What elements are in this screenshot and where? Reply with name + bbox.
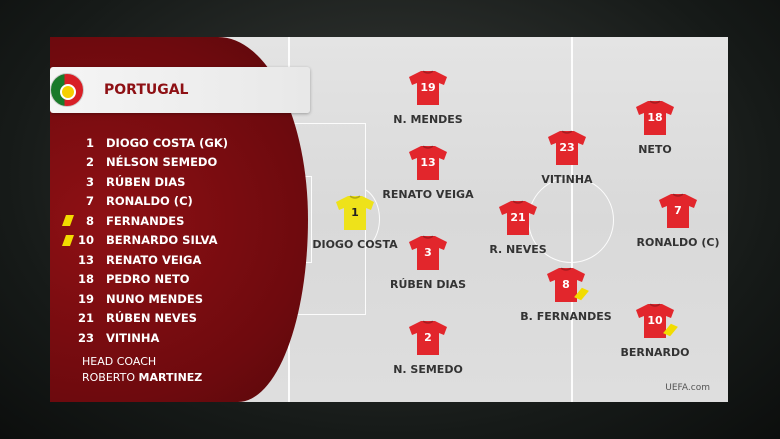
- roster-number: 23: [77, 330, 94, 345]
- shirt-icon: 19: [408, 70, 448, 106]
- player-name: N. SEMEDO: [393, 363, 463, 376]
- shirt-number: 8: [562, 278, 570, 291]
- player-marker: 2 N. SEMEDO: [368, 320, 488, 376]
- roster-item: 8 FERNANDES: [61, 211, 228, 231]
- roster-number: 13: [77, 252, 94, 267]
- player-name: RENATO VEIGA: [382, 188, 474, 201]
- player-name: R. NEVES: [489, 243, 547, 256]
- player-marker: 10 BERNARDO: [595, 303, 715, 359]
- roster-list: 1 DIOGO COSTA (GK) 2 NÉLSON SEMEDO 3 RÚBEN DI…: [61, 133, 228, 348]
- head-coach-label: HEAD COACH: [82, 355, 157, 368]
- portugal-flag-icon: [50, 73, 84, 107]
- roster-name: BERNARDO SILVA: [106, 233, 218, 248]
- roster-item: 2 NÉLSON SEMEDO: [70, 153, 228, 173]
- roster-number: 3: [85, 174, 94, 189]
- shirt-number: 1: [351, 206, 359, 219]
- roster-number: 19: [77, 291, 94, 306]
- player-marker: 23 VITINHA: [507, 130, 627, 186]
- shirt-icon: 8: [546, 267, 589, 303]
- roster-name: VITINHA: [106, 330, 160, 345]
- roster-number: 7: [85, 194, 94, 209]
- player-name: NETO: [638, 143, 672, 156]
- player-marker: 13 RENATO VEIGA: [368, 145, 488, 201]
- roster-item: 23 VITINHA: [70, 328, 228, 348]
- lineup-panel: PORTUGAL 1 DIOGO COSTA (GK) 2 NÉLSON SEMEDO…: [50, 37, 728, 402]
- player-name: VITINHA: [541, 173, 593, 186]
- player-marker: 21 R. NEVES: [458, 200, 578, 256]
- roster-item: 7 RONALDO (C): [70, 192, 228, 212]
- player-marker: 3 RÚBEN DIAS: [368, 235, 488, 291]
- roster-name: DIOGO COSTA (GK): [106, 135, 229, 150]
- shirt-icon: 3: [408, 235, 448, 271]
- shirt-number: 10: [647, 314, 663, 327]
- shirt-number: 7: [674, 204, 682, 217]
- shirt-number: 19: [420, 81, 436, 94]
- roster-item: 13 RENATO VEIGA: [70, 250, 228, 270]
- shirt-number: 3: [424, 246, 432, 259]
- roster-item: 1 DIOGO COSTA (GK): [70, 133, 228, 153]
- player-name: N. MENDES: [393, 113, 463, 126]
- shirt-icon: 21: [498, 200, 538, 236]
- roster-number: 18: [77, 272, 94, 287]
- player-name: RONALDO (C): [636, 236, 720, 249]
- roster-name: FERNANDES: [106, 213, 185, 228]
- roster-number: 2: [85, 155, 94, 170]
- roster-number: 10: [77, 233, 94, 248]
- roster-name: PEDRO NETO: [106, 272, 190, 287]
- shirt-number: 18: [647, 111, 663, 124]
- shirt-icon: 13: [408, 145, 448, 181]
- shirt-icon: 10: [635, 303, 678, 339]
- player-name: DIOGO COSTA: [312, 238, 398, 251]
- shirt-icon: 1: [335, 195, 375, 231]
- shirt-icon: 7: [658, 193, 698, 229]
- roster-name: NÉLSON SEMEDO: [106, 155, 218, 170]
- shirt-number: 2: [424, 331, 432, 344]
- shirt-number: 21: [510, 211, 526, 224]
- coach-last-name: MARTINEZ: [138, 371, 203, 384]
- player-marker: 8 B. FERNANDES: [506, 267, 626, 323]
- shirt-icon: 18: [635, 100, 675, 136]
- shirt-icon: 2: [408, 320, 448, 356]
- head-coach: HEAD COACH ROBERTO MARTINEZ: [82, 354, 202, 386]
- player-marker: 7 RONALDO (C): [618, 193, 728, 249]
- roster-number: 1: [85, 135, 94, 150]
- coach-first-name: ROBERTO: [82, 371, 136, 384]
- player-name: B. FERNANDES: [520, 310, 612, 323]
- roster-item: 10 BERNARDO SILVA: [61, 231, 228, 251]
- roster-name: RENATO VEIGA: [106, 252, 202, 267]
- roster-item: 3 RÚBEN DIAS: [70, 172, 228, 192]
- roster-name: NUNO MENDES: [106, 291, 203, 306]
- player-marker: 18 NETO: [595, 100, 715, 156]
- roster-name: RONALDO (C): [106, 194, 193, 209]
- player-marker: 1 DIOGO COSTA: [295, 195, 415, 251]
- roster-number: 8: [85, 213, 94, 228]
- player-marker: 19 N. MENDES: [368, 70, 488, 126]
- roster-item: 21 RÚBEN NEVES: [70, 309, 228, 329]
- roster-name: RÚBEN NEVES: [106, 311, 197, 326]
- roster-item: 18 PEDRO NETO: [70, 270, 228, 290]
- roster-item: 19 NUNO MENDES: [70, 289, 228, 309]
- roster-name: RÚBEN DIAS: [106, 174, 186, 189]
- shirt-number: 13: [420, 156, 436, 169]
- player-name: RÚBEN DIAS: [390, 278, 466, 291]
- shirt-icon: 23: [547, 130, 587, 166]
- team-name: PORTUGAL: [104, 82, 189, 98]
- team-header: PORTUGAL: [50, 67, 310, 113]
- shirt-number: 23: [559, 141, 575, 154]
- roster-number: 21: [77, 311, 94, 326]
- player-name: BERNARDO: [620, 346, 690, 359]
- uefa-watermark: UEFA.com: [665, 383, 710, 393]
